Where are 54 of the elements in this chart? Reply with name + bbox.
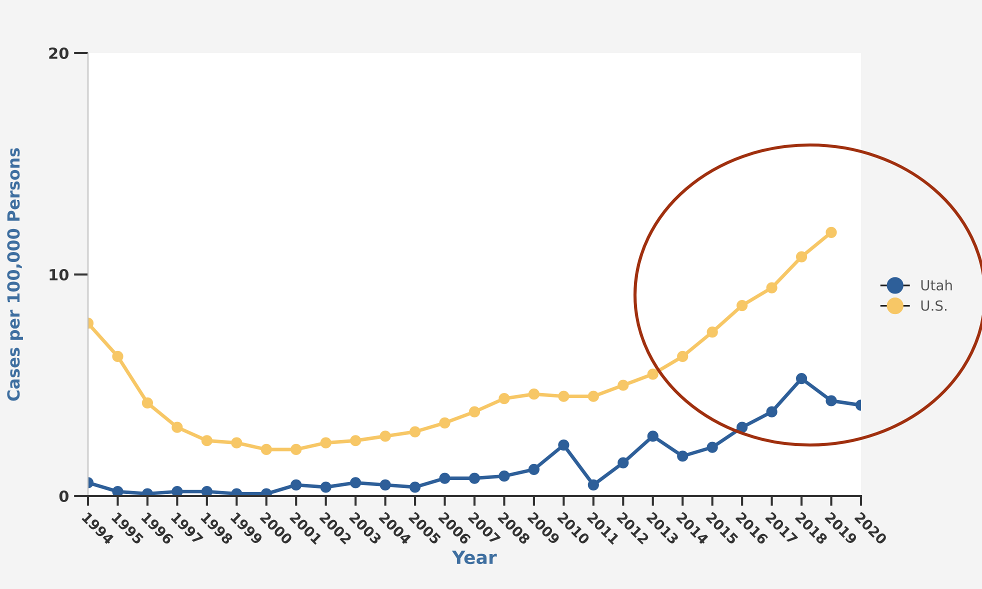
- point: [618, 457, 629, 468]
- y-tick-label: 0: [59, 490, 69, 502]
- point: [350, 435, 362, 446]
- point: [706, 442, 718, 453]
- point: [260, 444, 272, 456]
- y-tick-label: 10: [50, 268, 69, 281]
- point: [736, 300, 748, 312]
- point: [468, 472, 480, 484]
- point: [528, 388, 540, 400]
- point: [766, 282, 778, 294]
- point: [647, 368, 658, 380]
- point: [618, 380, 629, 391]
- point: [498, 392, 510, 404]
- point: [588, 390, 599, 402]
- point: [380, 430, 391, 442]
- point: [290, 444, 302, 456]
- point: [142, 397, 154, 409]
- legend-label: U.S.: [921, 300, 946, 311]
- point: [647, 430, 658, 442]
- point: [826, 395, 837, 406]
- point: [320, 437, 332, 448]
- point: [112, 486, 124, 496]
- point: [201, 486, 212, 496]
- point: [826, 226, 837, 238]
- point: [439, 417, 450, 428]
- point: [201, 435, 212, 446]
- point: [498, 470, 510, 482]
- point: [796, 251, 808, 262]
- point: [409, 426, 421, 438]
- y-tick-label: 20: [49, 47, 69, 60]
- point: [558, 440, 570, 451]
- x-axis-title: Year: [452, 550, 497, 564]
- point: [558, 390, 570, 402]
- point: [320, 482, 332, 493]
- point: [677, 450, 688, 462]
- legend-label: Utah: [921, 280, 952, 290]
- point: [766, 406, 778, 418]
- point: [528, 464, 540, 475]
- point: [409, 482, 421, 493]
- y-axis-title: Cases per 100,000 Persons: [7, 148, 23, 401]
- point: [796, 373, 808, 384]
- point: [468, 406, 480, 418]
- point: [172, 422, 183, 433]
- point: [439, 472, 450, 484]
- point: [706, 326, 718, 338]
- point: [380, 479, 391, 490]
- point: [677, 350, 688, 362]
- point: [736, 422, 748, 433]
- point: [588, 479, 599, 490]
- point: [112, 350, 124, 362]
- point: [231, 437, 242, 448]
- point: [172, 486, 183, 496]
- point: [350, 477, 362, 488]
- point: [290, 479, 302, 490]
